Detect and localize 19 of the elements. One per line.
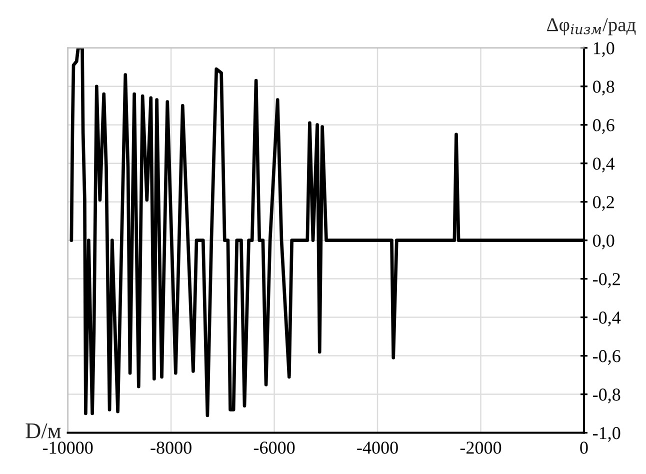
y-tick-label: 0,8 bbox=[593, 80, 614, 96]
y-axis-title: Δφ$_{iизм}$/рад bbox=[547, 18, 636, 36]
y-tick-label: 0,0 bbox=[593, 234, 614, 250]
y-tick-label: 0,6 bbox=[593, 119, 614, 134]
y-tick-label: 0,2 bbox=[593, 196, 614, 211]
x-axis-title: D/м bbox=[26, 423, 61, 438]
y-tick-label: -0,8 bbox=[592, 388, 620, 404]
y-tick-label: 1,0 bbox=[594, 42, 614, 57]
x-tick-label: -10000 bbox=[42, 442, 93, 454]
y-tick-label: -1,0 bbox=[592, 427, 620, 442]
y-tick-label: -0,4 bbox=[592, 312, 621, 326]
x-tick-label: -8000 bbox=[150, 442, 192, 454]
y-tick-label: -0,6 bbox=[592, 350, 620, 365]
x-tick-label: -4000 bbox=[357, 442, 398, 454]
x-tick-label: 0 bbox=[580, 442, 588, 454]
x-tick-label: -2000 bbox=[460, 442, 502, 454]
x-tick-label: -6000 bbox=[254, 442, 295, 454]
y-tick-label: 0,4 bbox=[593, 158, 615, 172]
y-tick-label: -0,2 bbox=[592, 273, 620, 288]
